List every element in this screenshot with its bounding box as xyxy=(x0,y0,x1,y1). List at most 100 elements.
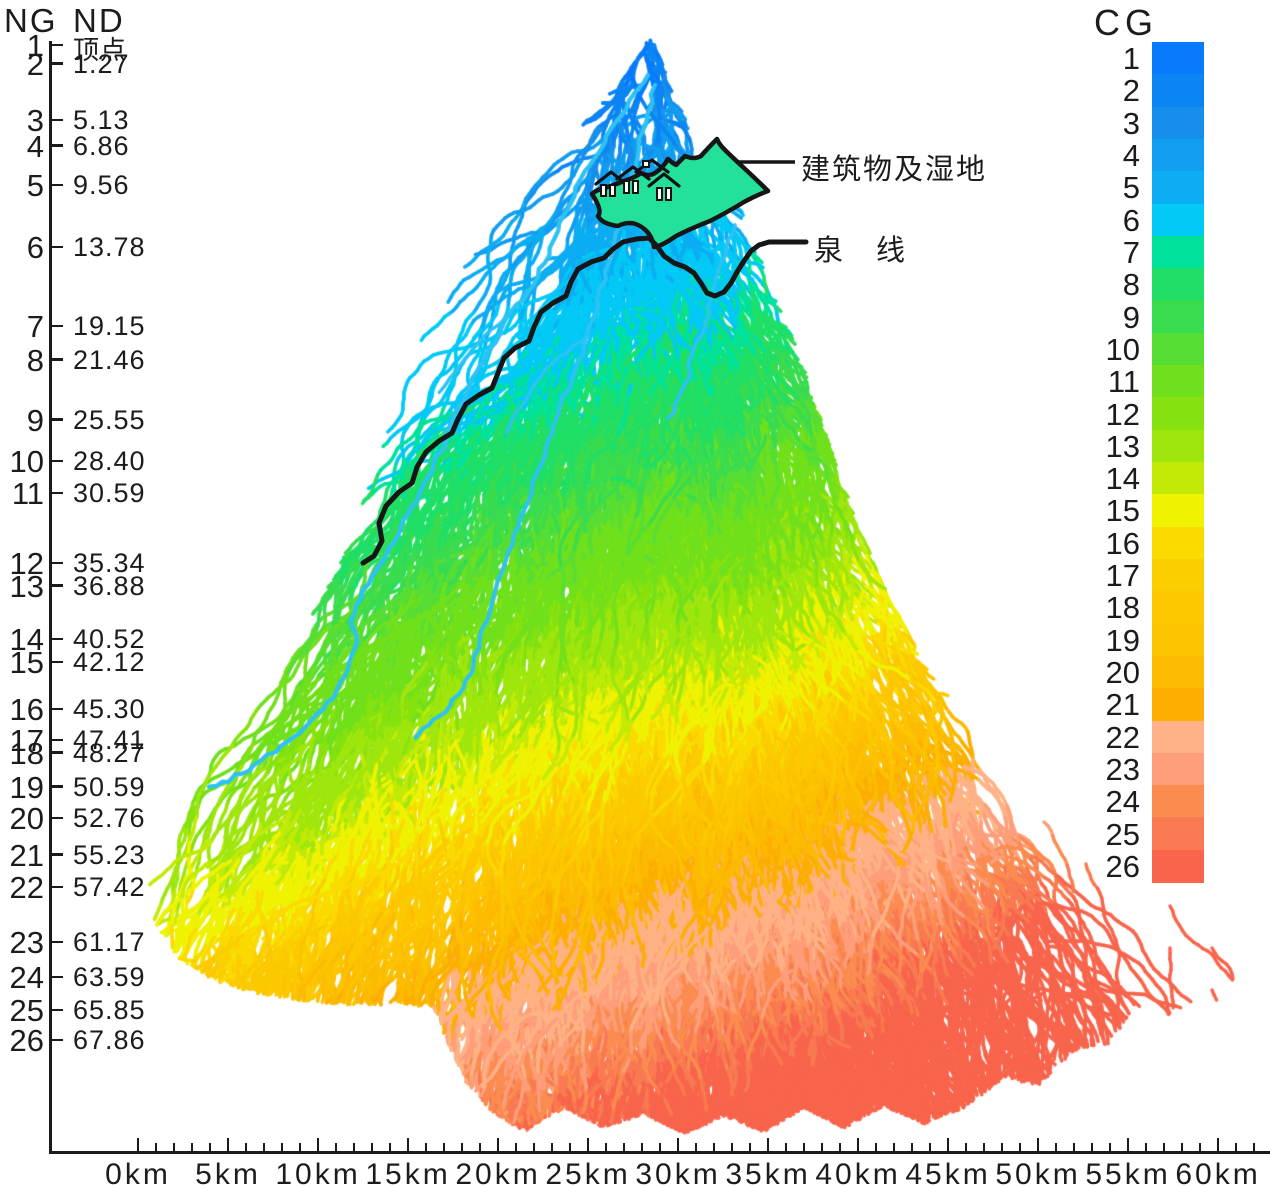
spring-line xyxy=(360,235,809,566)
bottom-axis-minor-tick xyxy=(1000,1143,1004,1151)
legend-color-swatch xyxy=(1152,752,1204,786)
legend-color-swatch xyxy=(1152,429,1204,463)
left-axis-tick xyxy=(50,183,63,187)
bottom-axis-minor-tick xyxy=(460,1143,464,1151)
bottom-axis-minor-tick xyxy=(370,1143,374,1151)
bottom-axis-minor-tick xyxy=(910,1143,914,1151)
bottom-axis-major-tick xyxy=(946,1138,950,1151)
legend-color-swatch xyxy=(1152,74,1204,108)
bottom-axis-minor-tick xyxy=(298,1143,302,1151)
bottom-axis-minor-tick xyxy=(424,1143,428,1151)
legend-color-swatch xyxy=(1152,785,1204,819)
bottom-axis-major-tick xyxy=(586,1138,590,1151)
bottom-axis-minor-tick xyxy=(190,1143,194,1151)
bottom-axis-minor-tick xyxy=(1180,1143,1184,1151)
bottom-axis-minor-tick xyxy=(262,1143,266,1151)
buildings-icon xyxy=(594,158,681,201)
legend-color-swatch xyxy=(1152,462,1204,495)
bottom-axis-minor-tick xyxy=(712,1143,716,1151)
bottom-axis-minor-tick xyxy=(208,1143,212,1151)
bottom-axis-minor-tick xyxy=(1234,1143,1238,1151)
bottom-axis-minor-tick xyxy=(532,1143,536,1151)
bottom-axis-minor-tick xyxy=(244,1143,248,1151)
bottom-axis-minor-tick xyxy=(820,1143,824,1151)
bottom-axis-line xyxy=(49,1151,1270,1154)
bottom-axis-major-tick xyxy=(856,1138,860,1151)
legend-color-swatch xyxy=(1152,397,1204,431)
bottom-axis-minor-tick xyxy=(280,1143,284,1151)
left-axis-tick xyxy=(50,418,63,421)
left-axis-line xyxy=(49,41,52,1154)
bottom-axis-minor-tick xyxy=(802,1143,806,1151)
left-axis-tick xyxy=(50,817,63,820)
bottom-axis-minor-tick xyxy=(622,1143,626,1151)
legend-color-swatch xyxy=(1152,365,1204,398)
bottom-axis-minor-tick xyxy=(1090,1143,1094,1151)
bottom-axis-minor-tick xyxy=(748,1143,752,1151)
bottom-axis-minor-tick xyxy=(874,1143,878,1151)
left-axis-tick xyxy=(50,637,63,640)
bottom-axis-minor-tick xyxy=(442,1143,446,1151)
bottom-axis-minor-tick xyxy=(550,1143,554,1151)
legend-color-swatch xyxy=(1152,203,1204,237)
bottom-axis-minor-tick xyxy=(694,1143,698,1151)
bottom-axis-minor-tick xyxy=(640,1143,644,1151)
legend-color-swatch xyxy=(1152,526,1204,560)
bottom-axis-minor-tick xyxy=(730,1143,734,1151)
left-axis-tick xyxy=(50,245,63,248)
legend-color-swatch xyxy=(1152,332,1204,366)
bottom-axis-minor-tick xyxy=(1162,1143,1166,1151)
bottom-axis-major-tick xyxy=(406,1138,410,1151)
left-axis-tick xyxy=(50,561,63,565)
legend-color-swatch xyxy=(1152,688,1204,722)
left-axis-tick xyxy=(50,584,63,587)
bottom-axis-minor-tick xyxy=(1108,1143,1112,1151)
legend-color-swatch xyxy=(1152,591,1204,625)
bottom-axis-minor-tick xyxy=(1018,1143,1022,1151)
bottom-axis-major-tick xyxy=(316,1138,320,1151)
bottom-axis-minor-tick xyxy=(1252,1143,1256,1151)
bottom-axis-major-tick xyxy=(766,1138,770,1151)
bottom-axis-major-tick xyxy=(136,1138,140,1151)
legend-color-swatch xyxy=(1152,171,1204,205)
left-axis-tick xyxy=(50,1009,63,1012)
legend-color-swatch xyxy=(1152,655,1204,689)
bottom-axis-major-tick xyxy=(1126,1138,1130,1151)
legend-color-swatch xyxy=(1152,106,1204,140)
legend-color-swatch xyxy=(1152,42,1204,75)
bottom-axis-major-tick xyxy=(226,1138,230,1151)
bottom-axis-minor-tick xyxy=(892,1143,896,1151)
bottom-axis-minor-tick xyxy=(658,1143,662,1151)
left-axis-tick xyxy=(50,1038,63,1041)
left-axis-tick xyxy=(50,751,63,754)
wetland-polygon xyxy=(589,136,771,250)
bottom-axis-minor-tick xyxy=(1054,1143,1058,1151)
bottom-axis-minor-tick xyxy=(838,1143,842,1151)
bottom-axis-minor-tick xyxy=(964,1143,968,1151)
bottom-axis-minor-tick xyxy=(568,1143,572,1151)
legend-color-swatch xyxy=(1152,720,1204,754)
legend-color-swatch xyxy=(1152,494,1204,528)
bottom-axis-minor-tick xyxy=(1144,1143,1148,1151)
legend-color-swatch xyxy=(1152,268,1204,302)
left-axis-tick xyxy=(50,853,63,856)
bottom-axis-minor-tick xyxy=(352,1143,356,1151)
left-axis-tick xyxy=(50,62,63,65)
bottom-axis-minor-tick xyxy=(784,1143,788,1151)
left-axis-tick xyxy=(50,976,63,979)
legend-color-swatch xyxy=(1152,817,1204,851)
bottom-axis-minor-tick xyxy=(604,1143,608,1151)
left-axis-tick xyxy=(50,707,63,711)
left-axis-tick xyxy=(50,661,63,664)
left-axis-tick xyxy=(50,885,63,888)
bottom-axis-minor-tick xyxy=(388,1143,392,1151)
bottom-axis-major-tick xyxy=(496,1138,500,1151)
bottom-axis-major-tick xyxy=(676,1138,680,1151)
left-axis-tick xyxy=(50,492,63,495)
legend-color-swatch xyxy=(1152,849,1204,883)
left-axis-tick xyxy=(50,460,63,463)
left-axis-tick xyxy=(50,119,63,122)
legend-color-swatch xyxy=(1152,138,1204,172)
